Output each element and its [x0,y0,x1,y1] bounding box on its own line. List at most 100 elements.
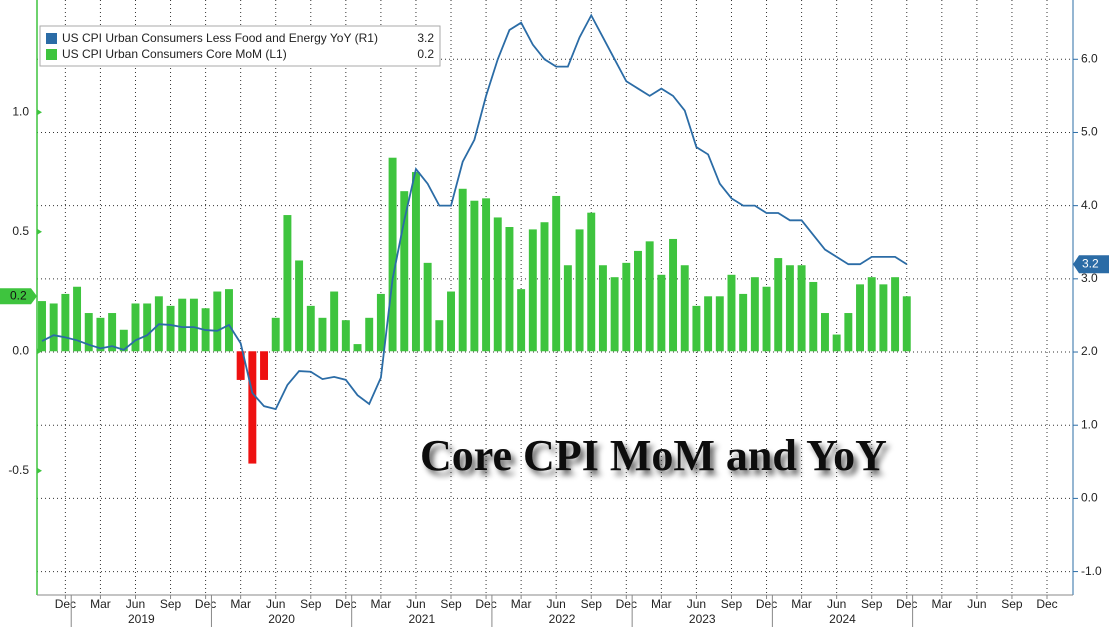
bar [797,265,806,352]
legend-value: 3.2 [417,31,434,45]
bar [634,250,642,352]
bar [271,317,280,352]
value-tag [1073,255,1109,274]
y-tick [37,348,42,355]
bar [704,296,713,352]
legend: US CPI Urban Consumers Less Food and Ene… [39,25,441,67]
bar [879,284,888,352]
x-tick-label: Mar [931,597,952,611]
bar [411,172,420,352]
bar [470,200,479,352]
x-tick-label: Mar [511,597,532,611]
ticks: -1.0 0.0 1.0 2.0 3.0 4.0 5.0 6.0 -0.5 0.0 0.5 1.0 De… [8,51,1102,627]
x-tick-label: Dec [335,597,356,611]
bar [96,317,105,352]
bar [657,274,666,352]
x-tick-label: Jun [406,597,425,611]
y2-tick-label: -1.0 [1081,564,1102,578]
bar [598,265,607,352]
x-tick-label: Sep [861,597,883,611]
x-tick-label: Dec [195,597,216,611]
legend-value: 0.2 [417,47,434,61]
x-tick-label: Sep [581,597,603,611]
year-label: 2023 [689,612,716,626]
bar [715,296,724,352]
bar [376,293,385,352]
y2-tick-label: 2.0 [1081,344,1098,358]
x-tick-label: Sep [1001,597,1023,611]
bar [844,313,853,352]
bar [552,195,561,352]
bar [353,344,362,352]
legend-label: US CPI Urban Consumers Core MoM (L1) [62,47,287,61]
value-tag [0,288,37,305]
bar [423,262,432,352]
bar [400,191,409,352]
marks [38,157,911,464]
x-tick-label: Dec [1036,597,1057,611]
bar [248,351,257,464]
bar [236,351,245,380]
x-tick-label: Jun [967,597,986,611]
bar [540,222,549,352]
x-tick-label: Sep [300,597,322,611]
bar [447,291,455,352]
x-tick-label: Sep [160,597,182,611]
x-tick-label: Jun [827,597,846,611]
bar [49,303,58,352]
bar [856,284,864,352]
bar [318,317,327,352]
bar [517,289,526,352]
x-tick-label: Sep [721,597,743,611]
bar [692,305,701,352]
y2-tick-label: 0.0 [1081,491,1098,505]
bar [365,317,374,352]
x-tick-label: Jun [126,597,145,611]
y-tick-label: 1.0 [12,104,29,118]
bar [622,262,631,352]
bar [119,329,128,352]
x-tick-label: Mar [90,597,111,611]
x-tick-label: Mar [230,597,251,611]
bar [809,281,818,352]
year-label: 2019 [128,612,155,626]
year-label: 2020 [268,612,295,626]
bar [587,212,596,352]
bar [166,305,175,352]
bar [306,305,315,352]
bar [341,320,350,352]
year-label: 2021 [408,612,435,626]
bar [213,291,222,352]
bar [563,265,572,352]
bar [867,277,876,352]
bar [528,229,537,352]
line [41,13,908,411]
bar [330,291,339,352]
bar [73,286,82,352]
bar [610,277,619,352]
bar [750,277,759,352]
bar [739,293,748,352]
bar [388,157,397,352]
y2-tick-label: 6.0 [1081,51,1098,65]
bar [669,238,678,352]
x-tick-label: Dec [756,597,777,611]
x-tick-label: Sep [440,597,462,611]
bar [38,301,46,352]
bar [260,351,269,380]
y2-tick-label: 4.0 [1081,198,1098,212]
x-tick-label: Mar [791,597,812,611]
legend-box [39,25,441,67]
bar [458,188,467,352]
y-tick-label: 0.5 [12,224,29,238]
x-tick-label: Dec [475,597,496,611]
bar [493,217,502,352]
bar [225,289,233,352]
bar [143,303,152,352]
y2-tick-label: 1.0 [1081,417,1098,431]
bar [762,286,771,352]
y-tick [37,109,42,116]
y-tick [37,467,42,474]
y-tick-label: 0.0 [12,343,29,357]
